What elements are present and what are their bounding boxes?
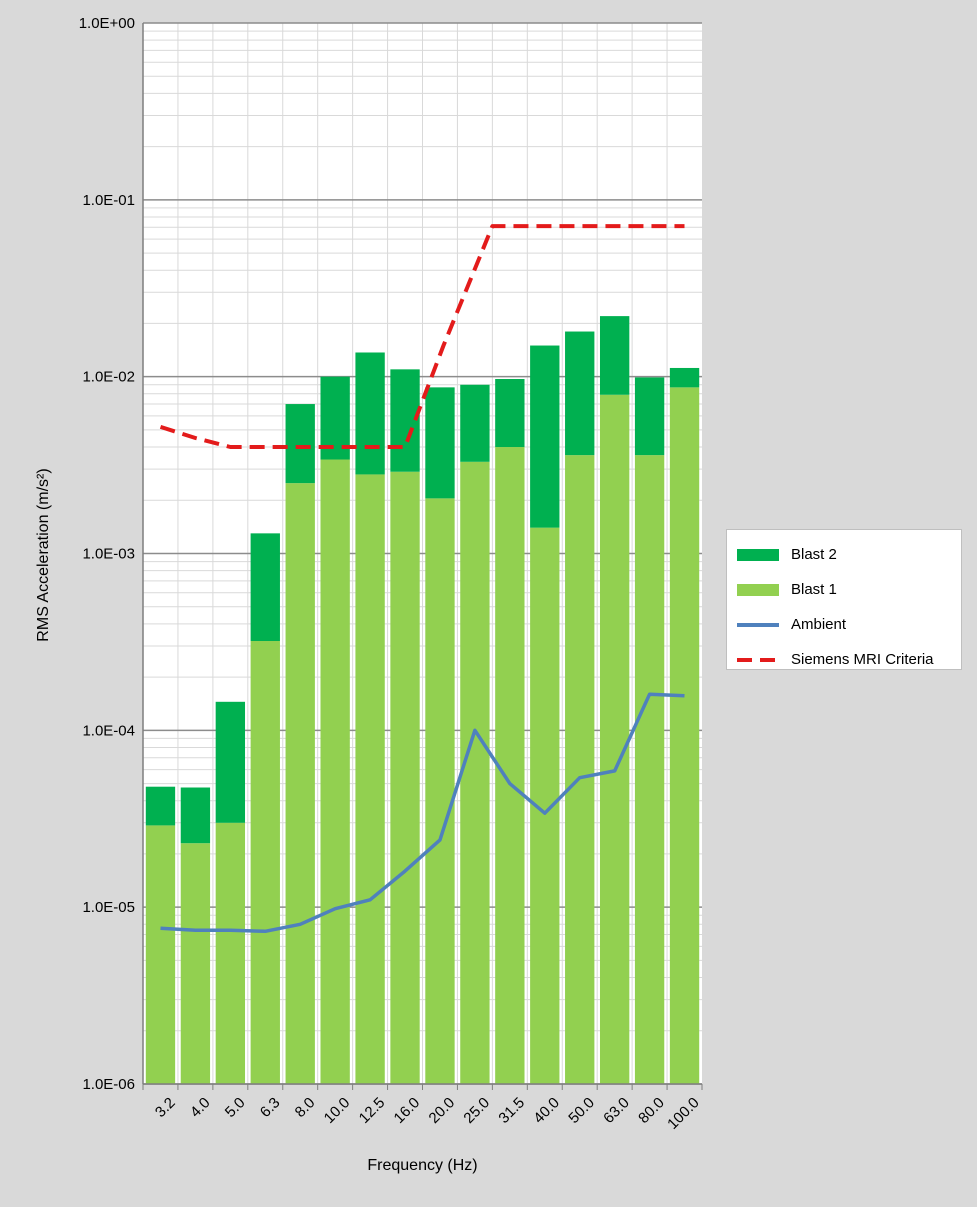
bar-blast-1 [390, 471, 420, 1084]
x-tick-label: 8.0 [292, 1094, 319, 1121]
x-tick-label: 20.0 [426, 1094, 459, 1127]
bar-blast-1 [145, 825, 176, 1084]
bar-blast-1 [599, 394, 630, 1084]
x-tick-label: 63.0 [600, 1094, 633, 1127]
bar-blast-2 [145, 786, 176, 826]
bar-blast-2 [565, 331, 595, 456]
x-tick-label: 16.0 [391, 1094, 424, 1127]
bar-blast-1 [495, 447, 525, 1084]
bar-blast-2 [250, 533, 280, 642]
bar-blast-2 [634, 377, 665, 456]
siemens-mri-criteria-line [159, 224, 685, 449]
x-tick-label: 40.0 [530, 1094, 563, 1127]
legend-item-siemens-mri-criteria: Siemens MRI Criteria [727, 642, 961, 677]
y-tick-label: 1.0E-04 [82, 722, 135, 739]
x-axis-title: Frequency (Hz) [367, 1157, 477, 1174]
bar-blast-1 [215, 822, 246, 1084]
bar-blast-2 [495, 379, 525, 448]
x-tick-label: 31.5 [495, 1094, 528, 1127]
bar-blast-2 [599, 316, 630, 395]
bar-blast-1 [565, 455, 595, 1084]
y-axis-title: RMS Acceleration (m/s²) [35, 468, 52, 641]
x-tick-label: 5.0 [222, 1094, 249, 1121]
legend-label: Siemens MRI Criteria [791, 651, 934, 668]
y-tick-label: 1.0E-06 [82, 1076, 135, 1093]
bar-blast-1 [460, 461, 490, 1084]
legend-swatch-blast-1 [737, 583, 779, 596]
x-tick-label: 3.2 [152, 1094, 179, 1121]
ambient-line [160, 692, 685, 934]
bar-blast-2 [530, 345, 560, 528]
y-tick-label: 1.0E-05 [82, 899, 135, 916]
x-tick-label: 80.0 [635, 1094, 668, 1127]
x-tick-label: 4.0 [187, 1094, 214, 1121]
y-tick-label: 1.0E-03 [82, 546, 135, 563]
legend-item-blast-2: Blast 2 [727, 537, 961, 572]
bar-blast-2 [425, 387, 455, 499]
bar-blast-1 [634, 455, 665, 1084]
x-tick-label: 25.0 [460, 1094, 493, 1127]
bar-blast-2 [669, 367, 700, 388]
legend-swatch-blast-2 [737, 548, 779, 561]
y-tick-label: 1.0E-01 [82, 192, 135, 209]
legend-item-ambient: Ambient [727, 607, 961, 642]
legend: Blast 2 Blast 1 Ambient Siemens MRI Crit… [726, 529, 962, 670]
x-tick-label: 6.3 [257, 1094, 284, 1121]
bar-blast-1 [250, 641, 280, 1084]
x-tick-label: 100.0 [664, 1094, 703, 1133]
legend-label: Ambient [791, 616, 847, 633]
x-tick-label: 50.0 [565, 1094, 598, 1127]
bar-blast-1 [180, 843, 211, 1084]
bar-blast-2 [460, 384, 490, 462]
legend-swatch-siemens [737, 657, 779, 662]
y-tick-label: 1.0E+00 [79, 15, 135, 32]
bar-blast-1 [669, 387, 700, 1084]
legend-swatch-ambient [737, 622, 779, 627]
bar-blast-2 [285, 404, 315, 484]
legend-label: Blast 2 [791, 546, 837, 563]
bar-blast-1 [355, 474, 385, 1084]
x-tick-label: 12.5 [356, 1094, 389, 1127]
bar-blast-2 [180, 787, 211, 844]
bar-blast-2 [215, 701, 246, 823]
legend-label: Blast 1 [791, 581, 837, 598]
bar-blast-1 [320, 459, 350, 1084]
bar-blast-2 [355, 352, 385, 475]
legend-item-blast-1: Blast 1 [727, 572, 961, 607]
bar-blast-1 [285, 483, 315, 1084]
y-tick-label: 1.0E-02 [82, 369, 135, 386]
bar-blast-2 [390, 369, 420, 472]
x-tick-label: 10.0 [321, 1094, 354, 1127]
bar-blast-1 [425, 498, 455, 1084]
